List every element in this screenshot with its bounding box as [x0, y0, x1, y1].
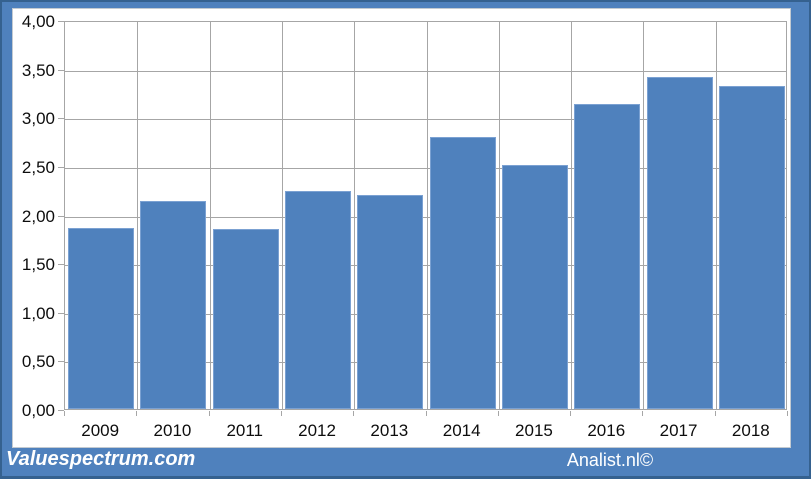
y-axis-label: 4,00: [21, 12, 55, 31]
h-gridline: [65, 362, 786, 364]
x-tick: [787, 411, 788, 416]
x-tick: [570, 411, 572, 416]
v-gridline: [426, 22, 428, 409]
v-gridline: [715, 22, 717, 409]
x-axis-label: 2010: [153, 421, 192, 440]
x-tick: [280, 411, 282, 416]
y-tick: [58, 118, 64, 120]
y-tick: [58, 69, 64, 71]
x-axis-label: 2018: [731, 421, 770, 440]
y-tick: [58, 312, 64, 314]
v-gridline: [281, 22, 283, 409]
footer: Valuespectrum.com Analist.nl©: [2, 448, 809, 474]
v-gridline: [354, 22, 356, 409]
v-gridline: [498, 22, 500, 409]
v-gridline: [571, 22, 573, 409]
bar-2013: [357, 195, 424, 409]
h-gridline: [65, 119, 786, 121]
y-axis-label: 2,50: [21, 157, 55, 177]
x-axis-label: 2009: [81, 421, 120, 440]
y-tick: [58, 215, 64, 217]
x-axis-label: 2014: [442, 421, 481, 440]
bar-2015: [501, 164, 568, 409]
h-gridline: [65, 265, 786, 267]
h-gridline: [65, 216, 786, 218]
v-gridline: [137, 22, 139, 409]
x-tick: [425, 411, 427, 416]
bar-2016: [574, 103, 641, 409]
y-tick: [58, 264, 64, 266]
x-axis-label: 2017: [659, 421, 698, 440]
y-axis-label: 3,50: [21, 60, 55, 80]
y-axis-label: 0,50: [21, 352, 55, 372]
y-axis-label: 3,00: [21, 109, 55, 129]
x-tick: [714, 411, 716, 416]
y-axis-label: 0,00: [21, 401, 55, 420]
x-tick: [497, 411, 499, 416]
h-gridline: [65, 167, 786, 169]
y-axis-label: 1,00: [21, 303, 55, 323]
bar-2018: [718, 86, 785, 409]
x-axis-label: 2016: [587, 421, 626, 440]
h-gridline: [65, 70, 786, 72]
v-gridline: [209, 22, 211, 409]
analist-watermark: Analist.nl©: [566, 450, 654, 470]
y-tick: [58, 410, 64, 411]
x-axis-label: 2015: [515, 421, 553, 440]
bar-2017: [646, 77, 713, 409]
x-tick: [353, 411, 355, 416]
y-axis-label: 1,50: [21, 255, 55, 275]
valuespectrum-watermark: Valuespectrum.com: [6, 448, 196, 470]
bar-2012: [285, 191, 352, 409]
bar-2014: [429, 136, 496, 409]
x-axis-label: 2013: [370, 421, 409, 440]
h-gridline: [65, 313, 786, 315]
v-gridline: [643, 22, 645, 409]
x-axis-label: 2011: [226, 421, 264, 440]
x-tick: [136, 411, 138, 416]
chart-canvas: 4,00 3,50 3,00 2,50 2,00 1,50 1,00 0,50 0,00 2009…: [12, 8, 791, 448]
x-tick: [64, 411, 65, 416]
x-axis-label: 2012: [298, 421, 336, 440]
plot-area: [64, 21, 787, 410]
y-axis-label: 2,00: [21, 206, 55, 226]
y-tick: [58, 166, 64, 168]
bar-2011: [212, 229, 279, 409]
bar-2009: [68, 228, 135, 409]
y-tick: [58, 21, 64, 22]
x-tick: [208, 411, 210, 416]
x-tick: [642, 411, 644, 416]
bar-2010: [140, 200, 207, 409]
y-tick: [58, 361, 64, 363]
